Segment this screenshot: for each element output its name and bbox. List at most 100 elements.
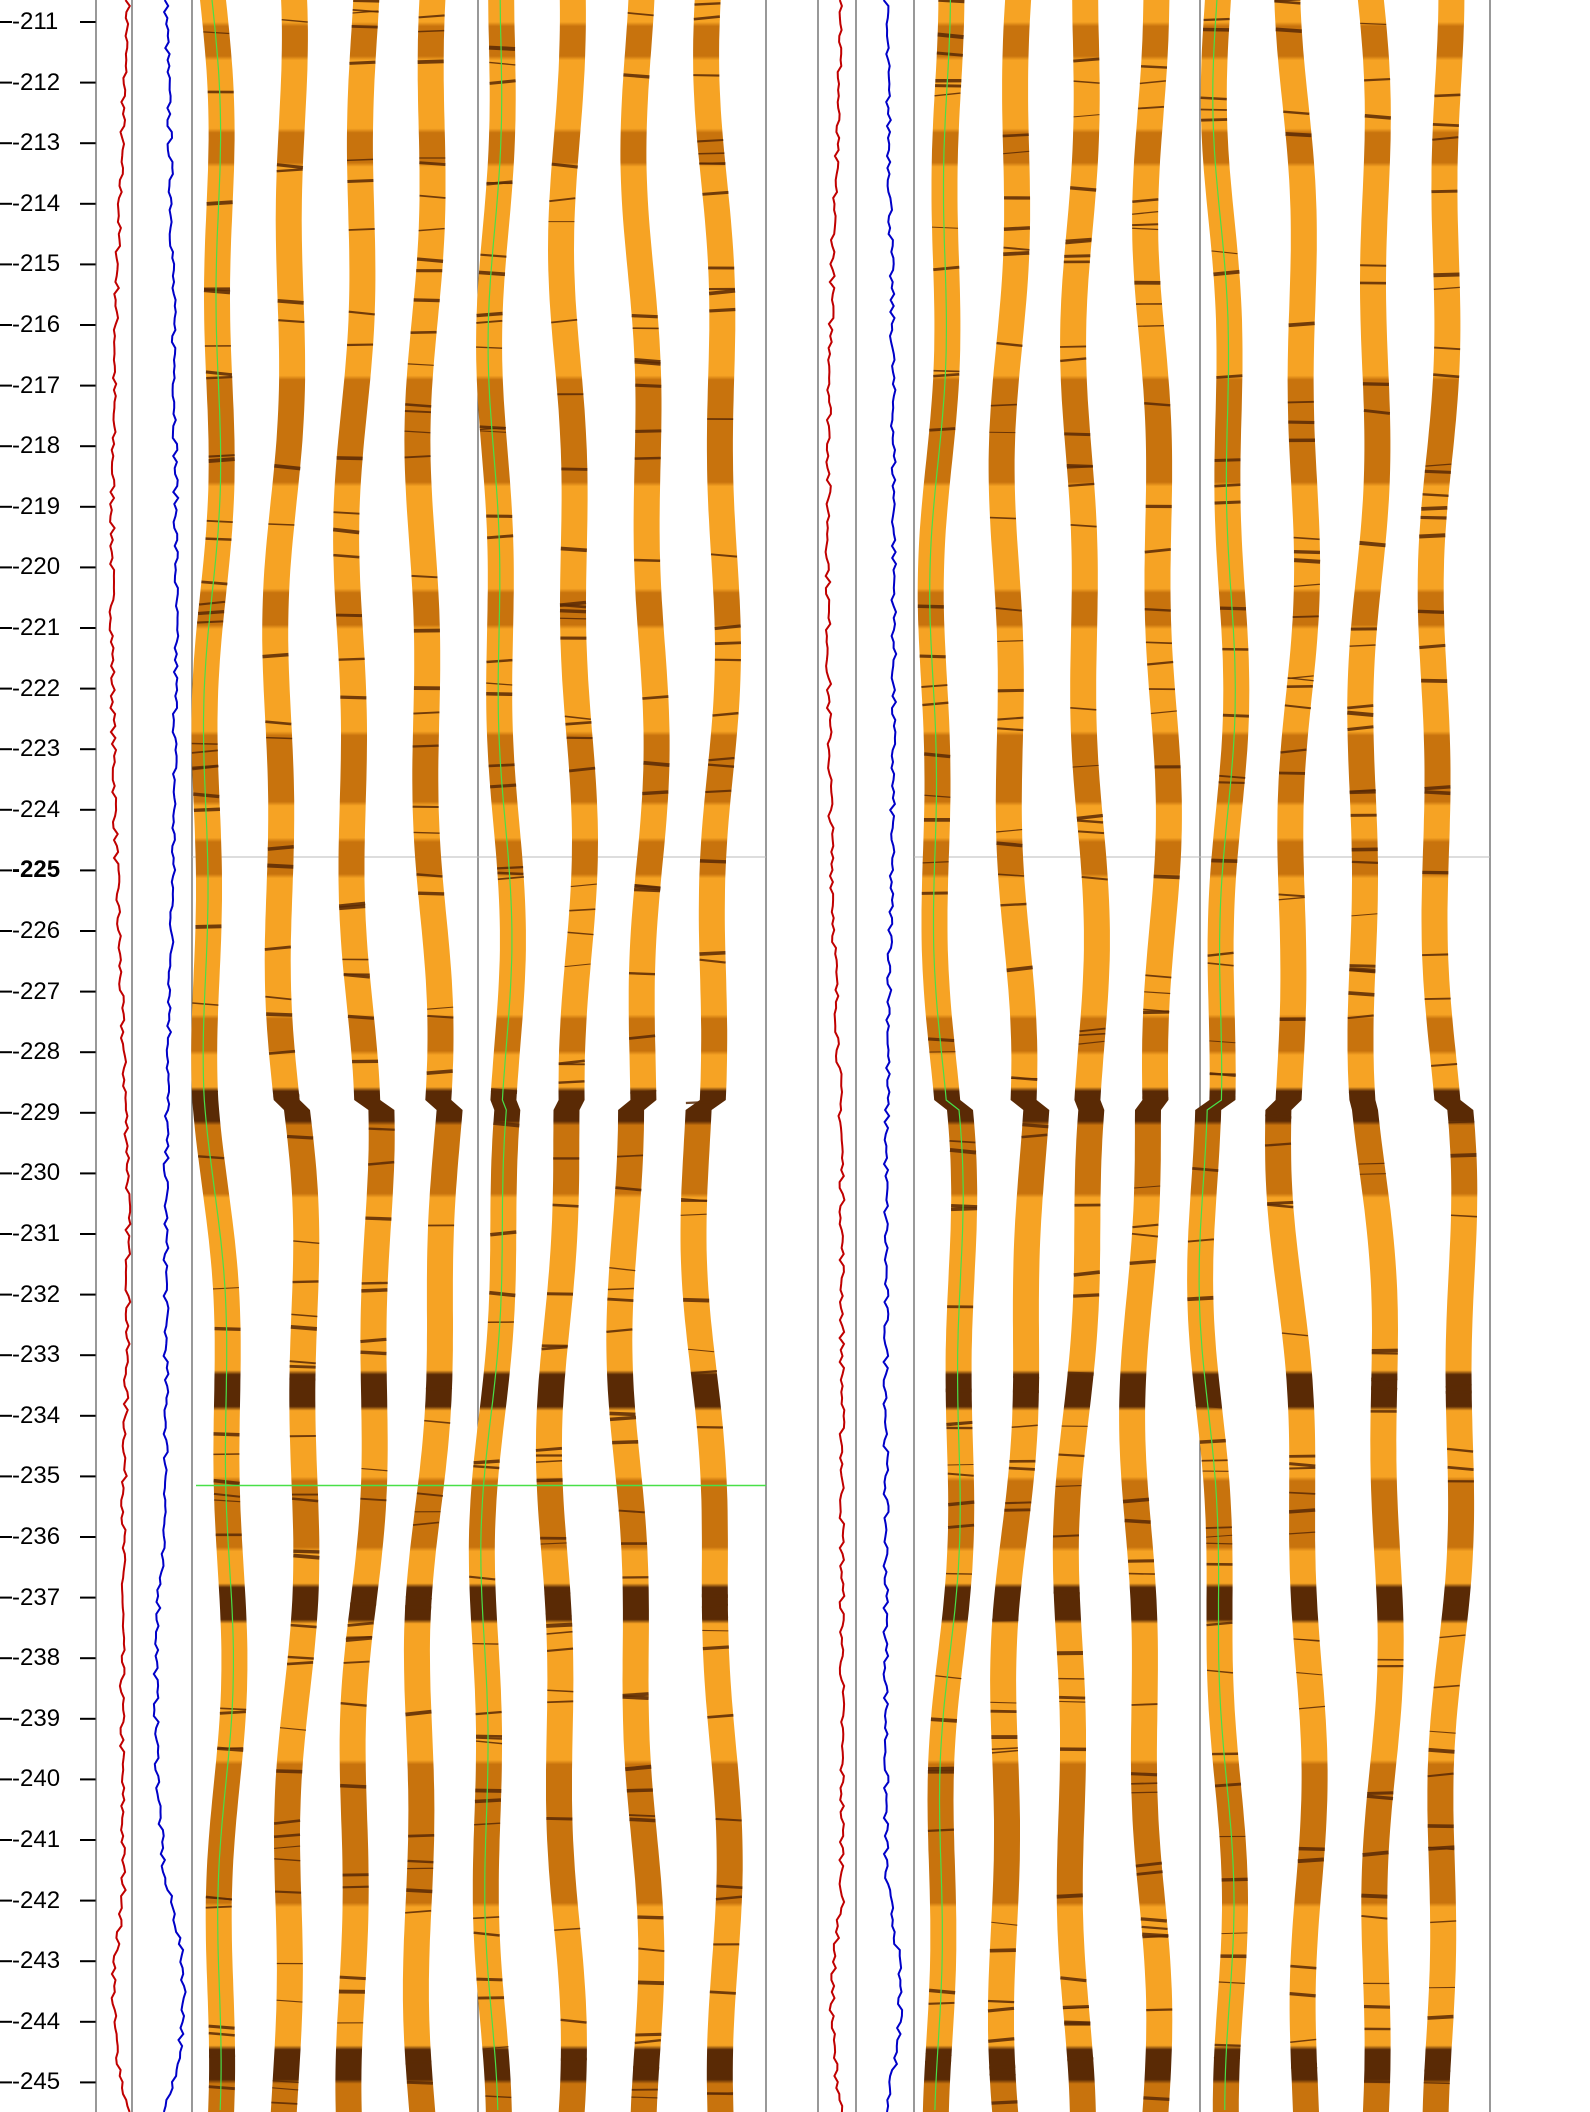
fracture-line <box>946 1420 973 1426</box>
fracture-line <box>1290 2038 1317 2043</box>
fracture-line <box>352 10 379 14</box>
fracture-line <box>1432 136 1459 141</box>
fracture-line <box>1274 0 1301 5</box>
fracture-line <box>198 600 226 606</box>
fracture-line <box>1072 764 1099 768</box>
fracture-line <box>546 1630 573 1635</box>
fracture-line <box>634 884 661 891</box>
fracture-line <box>1214 1782 1242 1788</box>
fracture-line <box>268 1049 296 1055</box>
fracture-line <box>473 1916 500 1920</box>
fracture-line <box>1137 105 1165 110</box>
depth-label: -214 <box>12 189 61 217</box>
fracture-line <box>1351 860 1378 865</box>
fracture-line <box>1207 951 1234 957</box>
fracture-line <box>924 752 951 759</box>
fracture-line <box>714 624 741 631</box>
image-band <box>1265 0 1328 2112</box>
image-strip <box>1417 0 1478 2112</box>
fracture-line <box>1296 1672 1323 1676</box>
fracture-line <box>698 152 725 155</box>
fracture-line <box>989 2071 1016 2078</box>
fracture-line <box>266 736 293 740</box>
fracture-line <box>1222 713 1249 718</box>
fracture-line <box>333 511 360 515</box>
fracture-line <box>1366 1794 1394 1801</box>
fracture-line <box>1003 150 1030 155</box>
fracture-line <box>205 370 233 377</box>
fracture-line <box>1022 1123 1049 1129</box>
fracture-line <box>213 1492 241 1498</box>
fracture-line <box>634 2039 661 2045</box>
fracture-line <box>1349 968 1376 974</box>
depth-label: -211 <box>12 8 59 35</box>
fracture-line <box>928 1988 956 1995</box>
fracture-line <box>1132 198 1159 203</box>
fracture-line <box>708 756 735 762</box>
fracture-line <box>1433 272 1460 278</box>
fracture-line <box>1293 583 1320 587</box>
image-strip <box>262 0 320 2112</box>
fracture-line <box>1052 1534 1080 1538</box>
fracture-line <box>281 19 308 23</box>
fracture-line <box>1147 660 1174 666</box>
fracture-line <box>427 1006 454 1010</box>
fracture-line <box>493 1120 520 1128</box>
fracture-line <box>989 1948 1016 1953</box>
dip-trace <box>1198 0 1236 2110</box>
fracture-line <box>997 727 1024 732</box>
fracture-line <box>1349 964 1376 968</box>
fracture-line <box>191 749 218 754</box>
fracture-line <box>361 1288 388 1293</box>
fracture-line <box>208 2031 235 2037</box>
fracture-line <box>549 197 576 203</box>
fracture-line <box>1417 609 1445 615</box>
fracture-line <box>404 410 431 414</box>
image-band <box>402 0 463 2112</box>
fracture-line <box>361 1281 388 1285</box>
fracture-line <box>997 640 1024 643</box>
fracture-line <box>628 1814 656 1818</box>
fracture-line <box>925 2053 952 2056</box>
fracture-line <box>1293 550 1321 555</box>
image-strip <box>191 0 248 2112</box>
fracture-line <box>265 995 292 1001</box>
fracture-line <box>413 711 440 715</box>
fracture-line <box>286 1661 314 1666</box>
fracture-line <box>705 789 732 794</box>
fracture-line <box>416 1492 443 1497</box>
fracture-line <box>623 73 650 79</box>
fracture-line <box>346 158 374 162</box>
fracture-line <box>262 652 289 659</box>
fracture-line <box>274 464 301 471</box>
fracture-line <box>701 1593 728 1599</box>
fracture-line <box>951 1206 978 1212</box>
fracture-line <box>1146 2008 1173 2012</box>
fracture-line <box>560 546 587 553</box>
fracture-line <box>1358 1162 1385 1165</box>
depth-label: -218 <box>12 432 61 460</box>
fracture-line <box>1364 2080 1391 2084</box>
fracture-line <box>1011 1424 1038 1429</box>
depth-label: -227 <box>12 977 61 1005</box>
fracture-line <box>1431 189 1458 194</box>
image-band <box>988 0 1050 2112</box>
fracture-line <box>615 1186 642 1192</box>
fracture-line <box>1433 286 1460 290</box>
fracture-line <box>405 1605 432 1611</box>
fracture-line <box>208 2024 235 2030</box>
fracture-line <box>1289 1462 1316 1468</box>
fracture-line <box>333 553 360 559</box>
fracture-line <box>1267 1200 1294 1206</box>
fracture-line <box>193 792 220 799</box>
fracture-line <box>192 1002 219 1006</box>
fracture-line <box>1447 1465 1474 1471</box>
log-curve-red <box>108 0 132 2112</box>
fracture-line <box>1013 1375 1040 1379</box>
image-strip <box>606 0 670 2112</box>
fracture-line <box>348 227 375 231</box>
fracture-line <box>276 1769 303 1774</box>
fracture-line <box>469 1575 496 1581</box>
fracture-line <box>208 457 235 464</box>
